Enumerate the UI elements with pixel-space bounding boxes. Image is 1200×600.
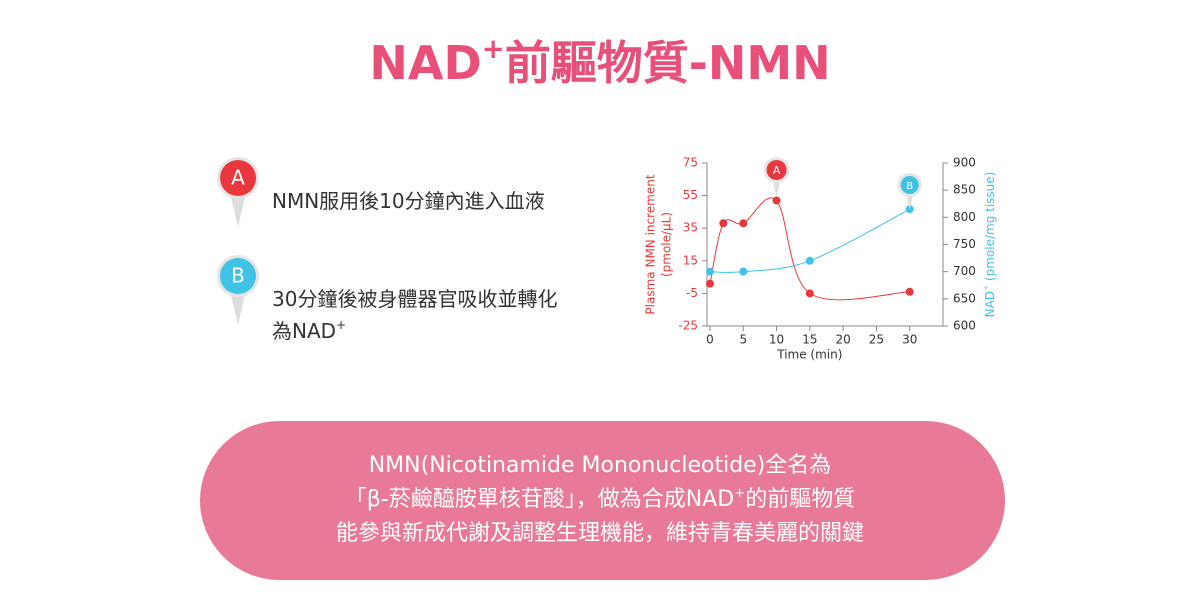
y-axis-label: (pmole/μL)	[660, 212, 674, 277]
x-tick-label: 0	[706, 333, 714, 347]
footer-text-part: NMN(Nicotinamide Mononucleotide)全名為	[369, 453, 832, 478]
footer-text-part: 的前驅物質	[745, 487, 855, 512]
footer-text-part: 「β-菸鹼醯胺單核苷酸」，做為合成NAD	[345, 487, 734, 512]
pin-badge	[220, 258, 256, 294]
callout-text-part: +	[336, 318, 346, 332]
y-tick-label: 35	[683, 221, 698, 235]
y-tick-label: -25	[678, 319, 698, 333]
footer-text-part: 能參與新成代謝及調整生理機能，維持青春美麗的關鍵	[336, 521, 864, 546]
footer-text: 「β-菸鹼醯胺單核苷酸」，做為合成NAD+的前驅物質	[345, 486, 856, 513]
pin-tail	[229, 290, 247, 325]
footer-text-part: +	[734, 486, 745, 501]
pin-badge	[220, 160, 256, 196]
title-part: NAD	[369, 36, 481, 90]
x-tick-label: 25	[869, 333, 884, 347]
pin-badge	[766, 160, 787, 180]
pin-label: B	[906, 181, 913, 192]
pin-label: A	[773, 164, 781, 177]
data-point	[706, 279, 714, 288]
y-axis-label: Plasma NMN increment	[644, 174, 658, 314]
y-tick-label: 75	[683, 156, 698, 170]
data-point	[739, 219, 748, 228]
x-tick-label: 15	[802, 333, 817, 347]
callout-text-part: NMN服用後10分鐘內進入血液	[272, 189, 545, 213]
pin-badge	[900, 176, 919, 194]
series-line	[709, 197, 910, 301]
x-tick-label: 30	[902, 333, 917, 347]
y2-tick-label: 750	[953, 237, 976, 251]
data-point	[905, 287, 914, 296]
y-tick-label: 55	[683, 188, 698, 202]
pin-label: A	[231, 166, 245, 190]
y2-axis-label: NAD+ (pmole/mg tissue)	[981, 172, 997, 318]
y2-tick-label: 850	[953, 183, 976, 197]
series-line	[709, 208, 910, 273]
x-tick-label: 10	[769, 333, 784, 347]
title-part: 前驅物質-NMN	[505, 36, 831, 90]
callout-text: 30分鐘後被身體器官吸收並轉化	[272, 287, 557, 311]
pin-tail	[229, 192, 247, 227]
footer-text: 能參與新成代謝及調整生理機能，維持青春美麗的關鍵	[336, 521, 864, 546]
data-point	[739, 267, 748, 276]
y2-tick-label: 600	[953, 319, 976, 333]
footer-pill	[200, 421, 1005, 580]
y2-axis-label-part: NAD	[983, 291, 997, 317]
y2-tick-label: 650	[953, 291, 976, 305]
x-axis-label: Time (min)	[776, 348, 842, 362]
data-point	[719, 219, 728, 228]
y-tick-label: 15	[683, 253, 698, 267]
x-tick-label: 5	[739, 333, 747, 347]
pin-label: B	[231, 264, 245, 288]
callout-text-part: 30分鐘後被身體器官吸收並轉化	[272, 287, 557, 311]
y2-axis-label-part: (pmole/mg tissue)	[983, 172, 997, 285]
y2-tick-label: 800	[953, 210, 976, 224]
title: NAD+前驅物質-NMN	[369, 32, 830, 90]
footer-text: NMN(Nicotinamide Mononucleotide)全名為	[369, 453, 832, 478]
callout-text-part: 為NAD	[272, 319, 336, 343]
x-tick-label: 20	[836, 333, 851, 347]
data-point	[772, 196, 781, 205]
data-point	[805, 256, 814, 265]
title-part: +	[482, 32, 505, 65]
callout-text: NMN服用後10分鐘內進入血液	[272, 189, 545, 213]
y2-tick-label: 900	[953, 156, 976, 170]
y-tick-label: -5	[686, 286, 698, 300]
callout-text: 為NAD+	[272, 318, 346, 343]
data-point	[706, 267, 714, 276]
y2-tick-label: 700	[953, 264, 976, 278]
data-point	[805, 289, 814, 298]
y2-axis-label-part: +	[981, 285, 990, 291]
